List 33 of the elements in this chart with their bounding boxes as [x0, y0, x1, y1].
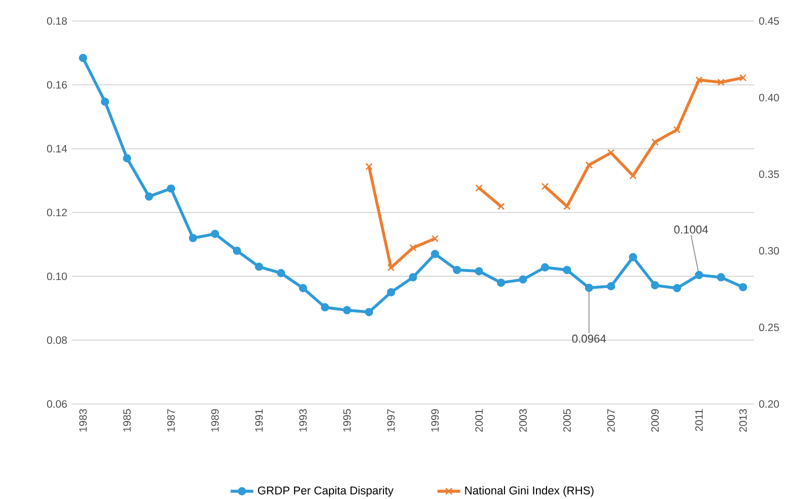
x-tick-label: 2009: [651, 409, 659, 432]
x-tick-label: 2005: [563, 409, 571, 432]
y2-tick-label: 0.35: [759, 170, 779, 178]
x-tick-label: 1985: [123, 409, 131, 432]
x-tick-label: 2001: [475, 409, 483, 432]
x-tick-label: 1997: [387, 409, 395, 432]
y2-tick-label: 0.25: [759, 324, 779, 332]
x-tick-label: 2013: [739, 409, 747, 432]
legend-label: National Gini Index (RHS): [465, 486, 594, 497]
y-tick-label: 0.06: [47, 400, 67, 408]
y2-tick-label: 0.30: [759, 247, 779, 255]
y2-tick-label: 0.40: [759, 94, 779, 102]
x-tick-label: 2011: [695, 409, 703, 432]
x-tick-label: 1991: [255, 409, 263, 432]
data-label: 0.1004: [674, 226, 708, 234]
x-tick-label: 1993: [299, 409, 307, 432]
x-tick-label: 1983: [79, 409, 87, 432]
y-tick-label: 0.14: [47, 144, 67, 152]
y-tick-label: 0.18: [47, 17, 67, 25]
x-tick-label: 1987: [167, 409, 175, 432]
y-tick-label: 0.08: [47, 336, 67, 344]
y2-tick-label: 0.45: [759, 17, 779, 25]
y2-tick-label: 0.20: [759, 400, 779, 408]
x-tick-label: 1995: [343, 409, 351, 432]
x-tick-label: 1989: [211, 409, 219, 432]
y-tick-label: 0.16: [47, 81, 67, 89]
y-tick-label: 0.12: [47, 208, 67, 216]
x-tick-label: 2007: [607, 409, 615, 432]
data-label: 0.0964: [572, 334, 606, 343]
legend-label: GRDP Per Capita Disparity: [258, 486, 394, 497]
x-tick-label: 2003: [519, 409, 527, 432]
y-tick-label: 0.10: [47, 272, 67, 280]
x-tick-label: 1999: [431, 409, 439, 432]
